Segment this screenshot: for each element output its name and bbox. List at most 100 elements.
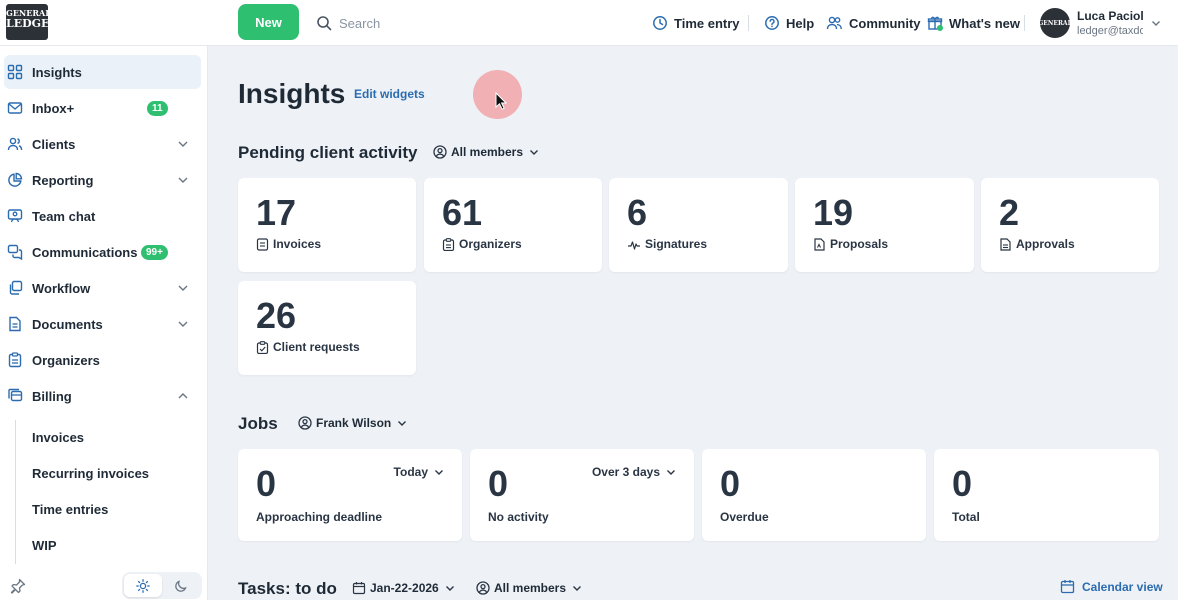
calendar-icon	[352, 582, 366, 595]
help-icon	[765, 16, 779, 30]
unread-badge: 99+	[141, 245, 168, 260]
time-entry-link[interactable]: Time entry	[652, 12, 740, 34]
chevron-down-icon	[178, 321, 188, 327]
approvals-card[interactable]: 2 Approvals	[981, 178, 1159, 272]
signatures-card[interactable]: 6 Signatures	[609, 178, 788, 272]
card-value: 0	[488, 463, 509, 504]
chevron-down-icon	[667, 470, 675, 475]
organizers-card[interactable]: 61 Organizers	[424, 178, 602, 272]
sun-icon	[136, 578, 150, 593]
sidebar-item-clients[interactable]: Clients	[4, 127, 201, 161]
inactivity-range-dropdown[interactable]: Over 3 days	[592, 465, 676, 479]
user-circle-icon	[298, 416, 312, 430]
calendar-icon	[1060, 580, 1075, 594]
sidebar-item-billing[interactable]: Billing	[4, 379, 201, 413]
mouse-cursor-icon	[495, 92, 507, 110]
dark-mode-option[interactable]	[162, 574, 200, 597]
sidebar-subitem-invoices[interactable]: Invoices	[32, 430, 85, 445]
user-circle-icon	[476, 581, 490, 595]
approval-icon	[1000, 237, 1011, 251]
sidebar-subitem-recurring-invoices[interactable]: Recurring invoices	[32, 466, 150, 481]
sidebar-item-organizers[interactable]: Organizers	[4, 343, 201, 377]
client-requests-card[interactable]: 26 Client requests	[238, 281, 416, 375]
community-icon	[826, 16, 842, 30]
chevron-down-icon	[1152, 21, 1160, 26]
pending-activity-title: Pending client activity	[238, 143, 418, 162]
card-label: Organizers	[442, 237, 522, 251]
no-activity-card[interactable]: 0 No activity Over 3 days	[470, 449, 694, 541]
billing-icon	[7, 388, 23, 404]
new-button[interactable]: New	[238, 4, 299, 40]
unread-badge: 11	[147, 101, 168, 116]
filter-label: Jan-22-2026	[370, 581, 439, 595]
user-menu[interactable]: GENERAL Luca Pacioli ledger@taxdome.com	[1038, 6, 1170, 40]
chevron-up-icon	[178, 393, 188, 399]
divider	[1024, 15, 1025, 31]
card-label: Proposals	[813, 237, 888, 251]
sidebar-item-communications[interactable]: Communications 99+	[4, 235, 201, 269]
company-logo[interactable]: GENERAL LEDGER	[6, 4, 48, 40]
card-value: 0	[256, 463, 277, 504]
user-info: Luca Pacioli ledger@taxdome.com	[1077, 9, 1143, 37]
chevron-down-icon	[398, 421, 407, 426]
filter-label: All members	[494, 581, 567, 595]
tasks-date-filter[interactable]: Jan-22-2026	[352, 581, 455, 595]
avatar-text-1: GENERAL	[1038, 19, 1072, 27]
theme-toggle[interactable]	[122, 572, 202, 599]
pin-icon[interactable]	[10, 578, 26, 599]
search-box[interactable]	[316, 12, 556, 34]
clipboard-icon	[442, 237, 455, 251]
approaching-deadline-card[interactable]: 0 Approaching deadline Today	[238, 449, 462, 541]
calendar-view-link[interactable]: Calendar view	[1060, 579, 1163, 594]
card-label-text: Client requests	[273, 340, 360, 354]
card-label: Total	[952, 510, 980, 524]
sidebar-item-label: Inbox+	[32, 100, 75, 116]
card-label: Client requests	[256, 340, 360, 354]
total-card[interactable]: 0 Total	[934, 449, 1159, 541]
sidebar-item-label: Team chat	[32, 208, 96, 224]
card-label-text: Signatures	[645, 237, 708, 251]
sidebar-item-team-chat[interactable]: Team chat	[4, 199, 201, 233]
jobs-title: Jobs	[238, 414, 278, 433]
clipboard-icon	[7, 352, 23, 368]
tasks-members-filter[interactable]: All members	[476, 581, 582, 595]
community-link[interactable]: Community	[826, 12, 921, 34]
card-label: Approaching deadline	[256, 510, 383, 524]
user-name: Luca Pacioli	[1077, 9, 1143, 23]
sidebar-subitem-wip[interactable]: WIP	[32, 538, 57, 553]
deadline-range-dropdown[interactable]: Today	[394, 465, 444, 479]
avatar: GENERAL	[1038, 8, 1072, 38]
sidebar-item-reporting[interactable]: Reporting	[4, 163, 201, 197]
community-label: Community	[849, 15, 921, 31]
sidebar-item-insights[interactable]: Insights	[4, 55, 201, 89]
invoices-card[interactable]: 17 Invoices	[238, 178, 416, 272]
filter-label: Frank Wilson	[316, 416, 392, 430]
light-mode-option[interactable]	[124, 574, 162, 597]
card-value: 26	[256, 295, 297, 336]
users-icon	[7, 136, 23, 152]
proposals-card[interactable]: 19 Proposals	[795, 178, 974, 272]
chevron-down-icon	[178, 285, 188, 291]
search-input[interactable]	[339, 15, 539, 31]
sidebar-item-workflow[interactable]: Workflow	[4, 271, 201, 305]
chevron-down-icon	[178, 141, 188, 147]
jobs-assignee-filter[interactable]: Frank Wilson	[298, 416, 407, 430]
card-label-text: Approvals	[1016, 237, 1075, 251]
whats-new-link[interactable]: What's new	[927, 12, 1020, 34]
edit-widgets-link[interactable]: Edit widgets	[354, 87, 425, 101]
card-label: Approvals	[999, 237, 1075, 251]
card-value: 6	[627, 192, 648, 233]
sidebar-item-documents[interactable]: Documents	[4, 307, 201, 341]
card-label: Overdue	[720, 510, 769, 524]
document-icon	[7, 316, 23, 332]
pending-members-filter[interactable]: All members	[433, 145, 539, 159]
sidebar-item-inbox[interactable]: Inbox+ 11	[4, 91, 201, 125]
sidebar-subitem-time-entries[interactable]: Time entries	[32, 502, 109, 517]
help-link[interactable]: Help	[764, 12, 814, 34]
card-label: Signatures	[627, 237, 707, 251]
card-label-text: Invoices	[273, 237, 322, 251]
logo-line-1: GENERAL	[6, 8, 48, 18]
overdue-card[interactable]: 0 Overdue	[702, 449, 926, 541]
chevron-down-icon	[530, 150, 539, 155]
top-bar: GENERAL LEDGER New Time entry Help Commu…	[0, 0, 1178, 46]
